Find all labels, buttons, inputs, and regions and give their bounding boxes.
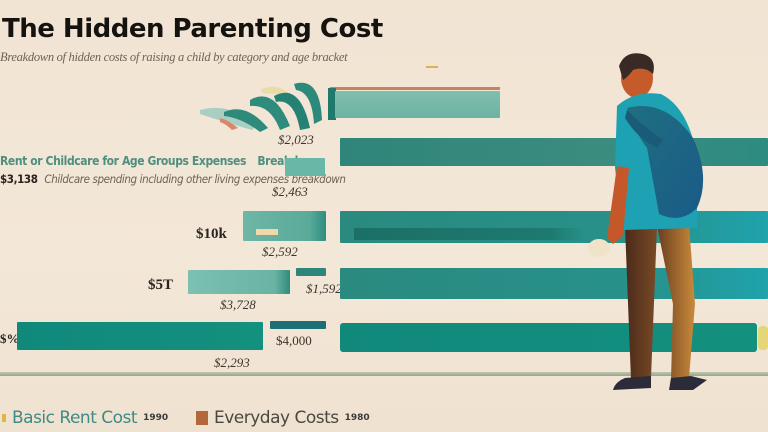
left-bar-4 bbox=[17, 322, 263, 350]
small-bar-2 bbox=[243, 211, 326, 241]
category-label-b-text: Childcare spending including other livin… bbox=[44, 172, 346, 186]
bar-1-cap bbox=[328, 88, 336, 120]
legend-swatch-1-icon bbox=[2, 414, 6, 422]
legend-item-basic-rent: Basic Rent Cost 1990 bbox=[2, 408, 168, 428]
small-bar-3 bbox=[188, 270, 290, 294]
value-label-3: $2,592 bbox=[262, 244, 298, 259]
page-subtitle: Breakdown of hidden costs of raising a c… bbox=[0, 50, 348, 64]
small-bar-3b bbox=[296, 268, 326, 276]
x-axis-line bbox=[0, 372, 768, 376]
subtitle-accent bbox=[426, 66, 438, 68]
legend-suffix-1: 1990 bbox=[143, 413, 169, 423]
fan-graphic-icon bbox=[200, 82, 322, 132]
small-bar-1 bbox=[285, 158, 325, 176]
bar-row-1 bbox=[335, 91, 500, 118]
y-label-2: $5T bbox=[148, 277, 174, 293]
value-label-5: $3,728 bbox=[220, 297, 256, 312]
person-illustration-icon bbox=[588, 53, 707, 390]
value-label-7: $2,293 bbox=[214, 355, 250, 370]
legend-suffix-2: 1980 bbox=[344, 413, 370, 423]
decorative-leaf-icon bbox=[758, 326, 768, 350]
small-bar-4 bbox=[270, 321, 326, 329]
category-label-a: Rent or Childcare for Age Groups Expense… bbox=[0, 154, 322, 168]
value-label-4: $1,592 bbox=[306, 281, 342, 296]
category-label-b: $3,138 Childcare spending including othe… bbox=[0, 172, 346, 186]
bar-row-4 bbox=[340, 268, 768, 299]
value-label-1: $2,023 bbox=[278, 132, 314, 147]
value-label-2: $2,463 bbox=[272, 184, 308, 199]
bar-1-top-edge bbox=[330, 87, 500, 90]
category-label-b-value: $3,138 bbox=[0, 172, 38, 186]
value-label-6: $4,000 bbox=[276, 333, 312, 348]
category-label-a-text: Rent or Childcare for Age Groups Expense… bbox=[0, 154, 246, 168]
y-label-3: $% bbox=[0, 331, 20, 346]
bar-row-3-inner bbox=[354, 228, 584, 240]
legend-label-2: Everyday Costs bbox=[214, 408, 339, 428]
y-label-1: $10k bbox=[196, 226, 227, 242]
bar-inner-highlight bbox=[256, 229, 278, 235]
legend-swatch-2-icon bbox=[196, 411, 208, 425]
legend-item-everyday-costs: Everyday Costs 1980 bbox=[196, 408, 370, 428]
legend-label-1: Basic Rent Cost bbox=[12, 408, 138, 428]
page-title: The Hidden Parenting Cost bbox=[2, 14, 383, 44]
